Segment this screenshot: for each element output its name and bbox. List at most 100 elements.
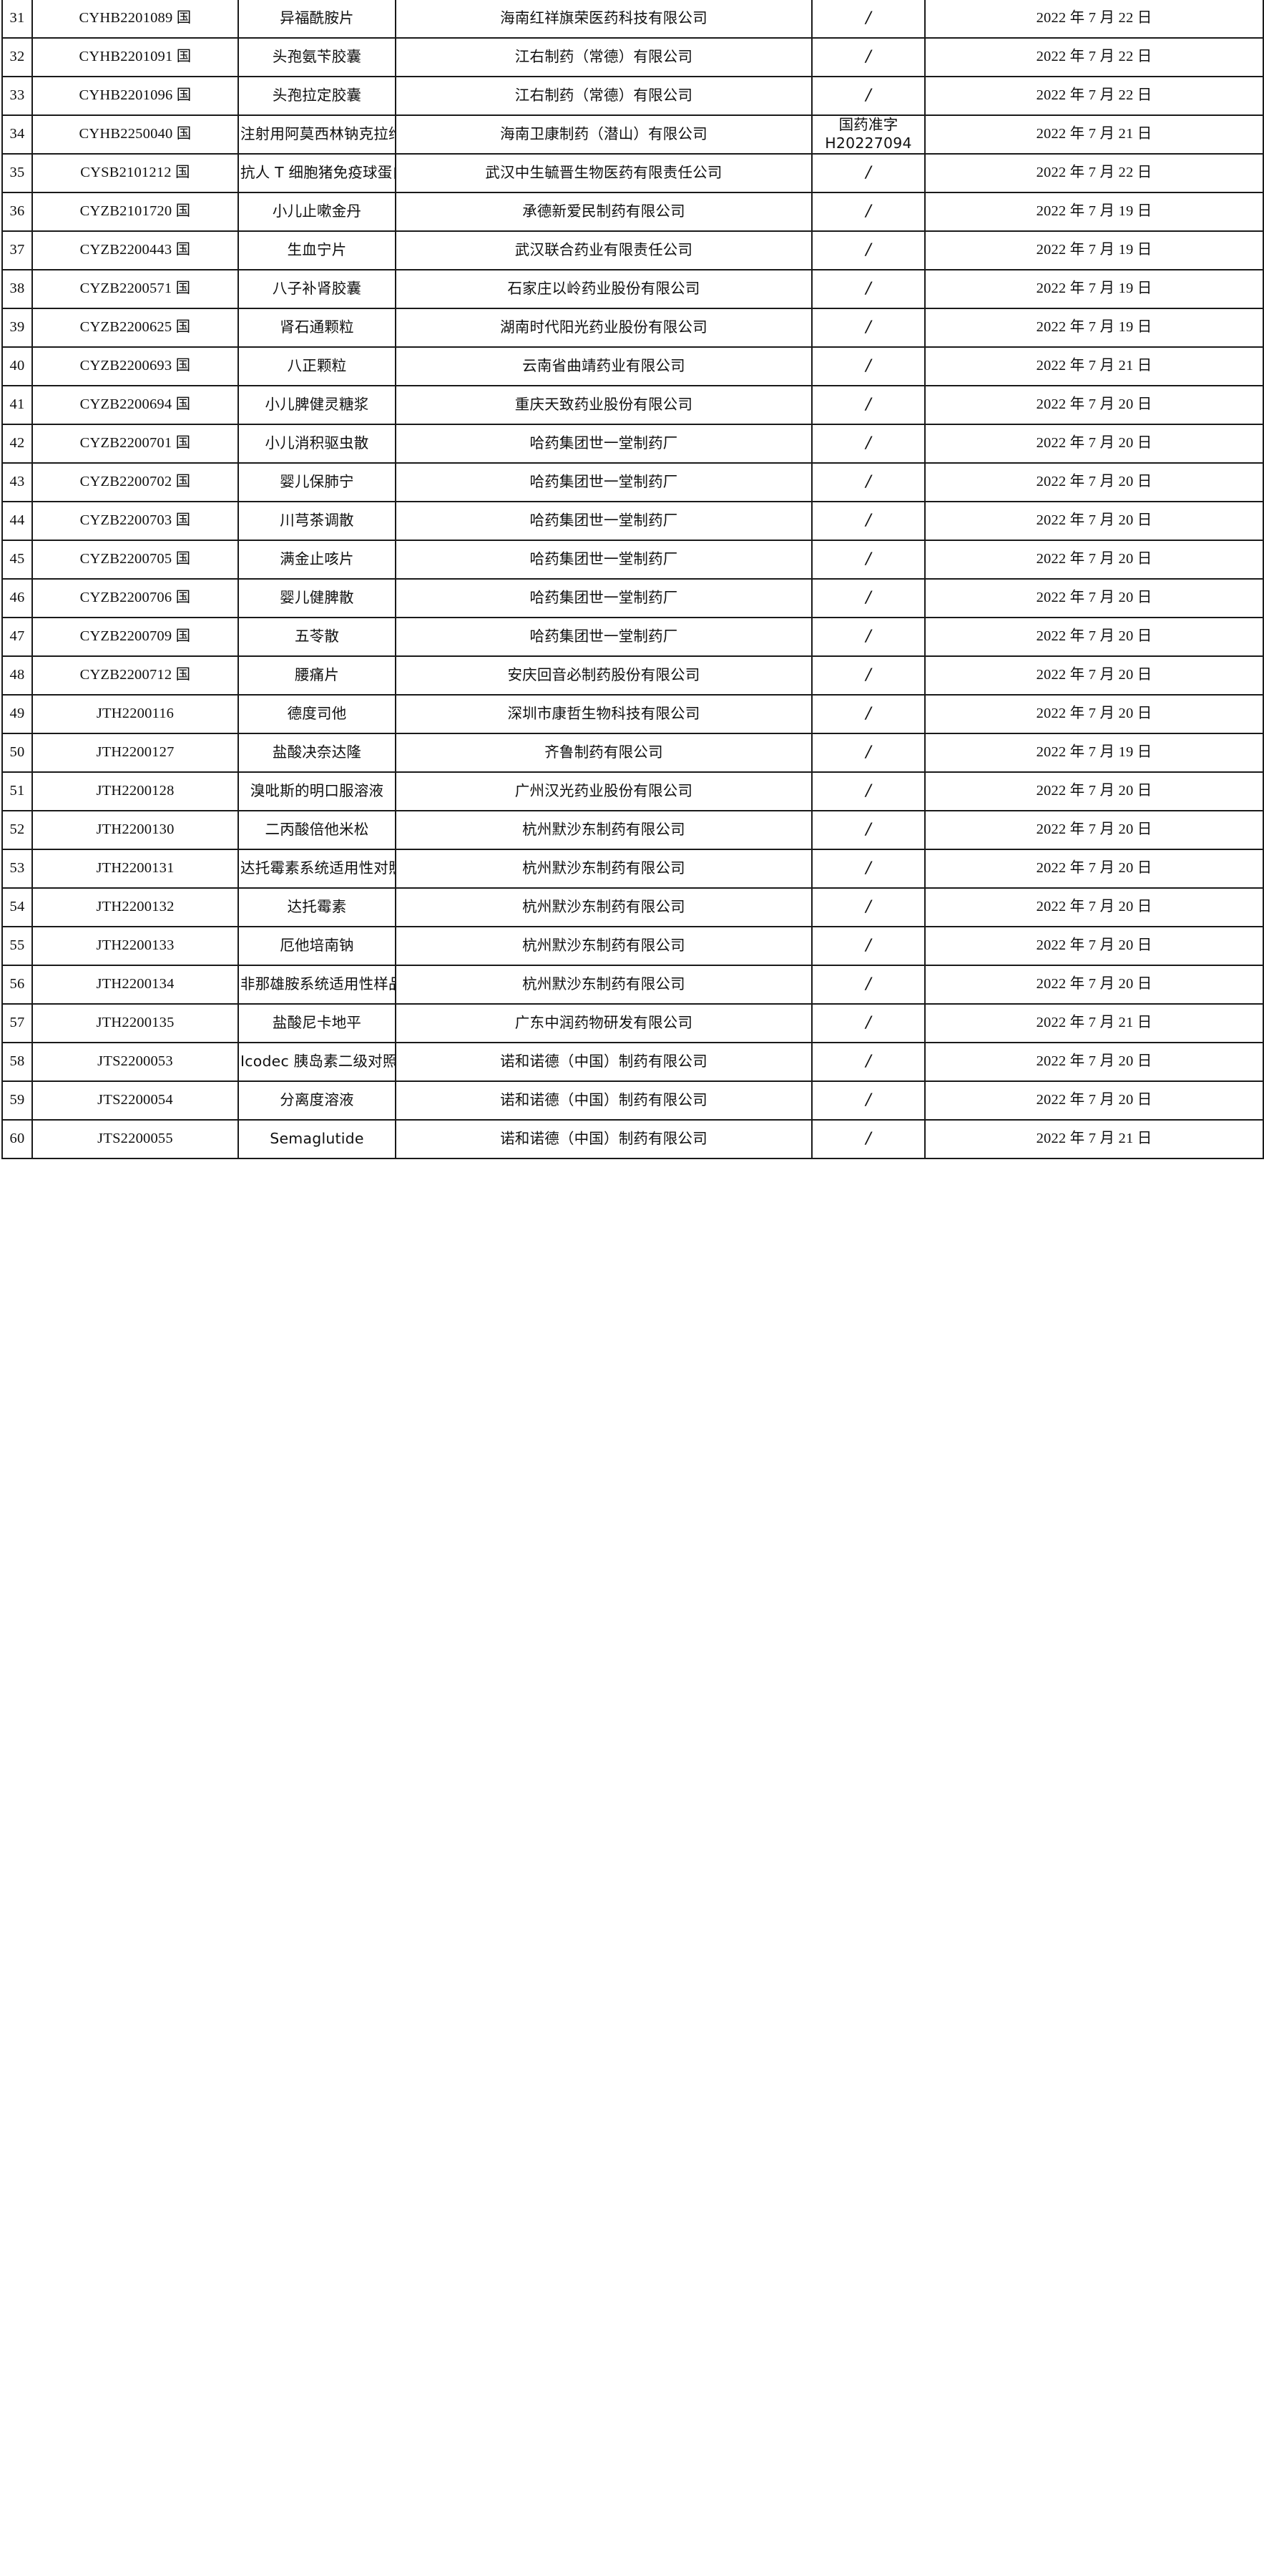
row-index-cell: 55	[1, 926, 33, 966]
approval-number-cell: /	[811, 771, 926, 811]
row-index-cell: 48	[1, 655, 33, 696]
approval-number-cell: /	[811, 1003, 926, 1043]
acceptance-number-cell: JTH2200128	[31, 771, 239, 811]
approval-number-cell: /	[811, 694, 926, 734]
approval-number-cell: 国药准字 H20227094	[811, 114, 926, 155]
completion-date-cell: 2022 年 7 月 20 日	[924, 578, 1264, 618]
drug-name-cell: 婴儿保肺宁	[237, 462, 396, 502]
drug-name-cell: 溴吡斯的明口服溶液	[237, 771, 396, 811]
drug-name-cell: 生血宁片	[237, 230, 396, 270]
company-name-cell: 武汉中生毓晋生物医药有限责任公司	[395, 153, 813, 193]
completion-date-cell: 2022 年 7 月 20 日	[924, 887, 1264, 927]
empty-value-slash: /	[866, 1091, 871, 1110]
row-index-cell: 38	[1, 269, 33, 309]
completion-date-cell: 2022 年 7 月 20 日	[924, 540, 1264, 580]
drug-name-cell: 达托霉素	[237, 887, 396, 927]
drug-name-cell: 小儿止嗽金丹	[237, 192, 396, 232]
acceptance-number-cell: CYHB2201089 国	[31, 0, 239, 39]
completion-date-cell: 2022 年 7 月 22 日	[924, 37, 1264, 77]
acceptance-number-cell: JTS2200054	[31, 1080, 239, 1121]
acceptance-number-cell: CYZB2200571 国	[31, 269, 239, 309]
table-row: 50 JTH2200127 盐酸决奈达隆 齐鲁制药有限公司 / 2022 年 7 月 19…	[1, 733, 1264, 773]
table-row: 49 JTH2200116 德度司他 深圳市康哲生物科技有限公司 / 2022 年 7 月…	[1, 694, 1264, 734]
completion-date-cell: 2022 年 7 月 22 日	[924, 76, 1264, 116]
approval-number-cell: /	[811, 540, 926, 580]
completion-date-cell: 2022 年 7 月 19 日	[924, 733, 1264, 773]
row-index-cell: 45	[1, 540, 33, 580]
company-name-cell: 杭州默沙东制药有限公司	[395, 887, 813, 927]
drug-name-cell: 异福酰胺片	[237, 0, 396, 39]
acceptance-number-cell: CYZB2200443 国	[31, 230, 239, 270]
row-index-cell: 34	[1, 114, 33, 155]
company-name-cell: 海南卫康制药（潜山）有限公司	[395, 114, 813, 155]
drug-name-cell: 小儿脾健灵糖浆	[237, 385, 396, 425]
completion-date-cell: 2022 年 7 月 20 日	[924, 965, 1264, 1005]
drug-name-cell: 小儿消积驱虫散	[237, 424, 396, 464]
company-name-cell: 诺和诺德（中国）制药有限公司	[395, 1119, 813, 1159]
acceptance-number-cell: JTS2200055	[31, 1119, 239, 1159]
acceptance-number-cell: JTH2200127	[31, 733, 239, 773]
approval-number-cell: /	[811, 230, 926, 270]
company-name-cell: 重庆天致药业股份有限公司	[395, 385, 813, 425]
empty-value-slash: /	[866, 203, 871, 221]
acceptance-number-cell: CYSB2101212 国	[31, 153, 239, 193]
acceptance-number-cell: CYZB2200702 国	[31, 462, 239, 502]
completion-date-cell: 2022 年 7 月 22 日	[924, 0, 1264, 39]
acceptance-number-cell: CYZB2200701 国	[31, 424, 239, 464]
acceptance-number-cell: CYHB2201096 国	[31, 76, 239, 116]
approval-number-line: 国药准字	[838, 116, 898, 134]
empty-value-slash: /	[866, 396, 871, 414]
row-index-cell: 54	[1, 887, 33, 927]
table-row: 32 CYHB2201091 国头孢氨苄胶囊 江右制药（常德）有限公司 / 2022 年…	[1, 37, 1264, 77]
approval-number-cell: /	[811, 0, 926, 39]
empty-value-slash: /	[866, 87, 871, 105]
table-row: 44 CYZB2200703 国川芎茶调散 哈药集团世一堂制药厂 / 2022 年 7 …	[1, 501, 1264, 541]
completion-date-cell: 2022 年 7 月 20 日	[924, 1042, 1264, 1082]
empty-value-slash: /	[866, 357, 871, 376]
approval-number-cell: /	[811, 153, 926, 193]
table-row: 41 CYZB2200694 国小儿脾健灵糖浆 重庆天致药业股份有限公司 / 2022 …	[1, 385, 1264, 425]
approval-number-cell: /	[811, 385, 926, 425]
acceptance-number-cell: JTS2200053	[31, 1042, 239, 1082]
acceptance-number-cell: JTH2200134	[31, 965, 239, 1005]
table-row: 46 CYZB2200706 国婴儿健脾散 哈药集团世一堂制药厂 / 2022 年 7 …	[1, 578, 1264, 618]
company-name-cell: 石家庄以岭药业股份有限公司	[395, 269, 813, 309]
completion-date-cell: 2022 年 7 月 19 日	[924, 269, 1264, 309]
completion-date-cell: 2022 年 7 月 20 日	[924, 1080, 1264, 1121]
empty-value-slash: /	[866, 164, 871, 182]
empty-value-slash: /	[866, 318, 871, 337]
completion-date-cell: 2022 年 7 月 21 日	[924, 1003, 1264, 1043]
empty-value-slash: /	[866, 821, 871, 839]
completion-date-cell: 2022 年 7 月 20 日	[924, 655, 1264, 696]
completion-date-cell: 2022 年 7 月 20 日	[924, 501, 1264, 541]
company-name-cell: 深圳市康哲生物科技有限公司	[395, 694, 813, 734]
table-row: 60 JTS2200055 Semaglutide 诺和诺德（中国）制药有限公司 / 20…	[1, 1119, 1264, 1159]
empty-value-slash: /	[866, 434, 871, 453]
acceptance-number-cell: CYZB2200694 国	[31, 385, 239, 425]
drug-name-cell: 盐酸决奈达隆	[237, 733, 396, 773]
company-name-cell: 湖南时代阳光药业股份有限公司	[395, 308, 813, 348]
table-row: 33 CYHB2201096 国头孢拉定胶囊 江右制药（常德）有限公司 / 2022 年…	[1, 76, 1264, 116]
row-index-cell: 32	[1, 37, 33, 77]
table-row: 59 JTS2200054 分离度溶液 诺和诺德（中国）制药有限公司 / 2022 年 7…	[1, 1080, 1264, 1121]
acceptance-number-cell: JTH2200130	[31, 810, 239, 850]
drug-name-cell: 婴儿健脾散	[237, 578, 396, 618]
company-name-cell: 广州汉光药业股份有限公司	[395, 771, 813, 811]
acceptance-number-cell: JTH2200133	[31, 926, 239, 966]
empty-value-slash: /	[866, 975, 871, 994]
company-name-cell: 武汉联合药业有限责任公司	[395, 230, 813, 270]
drug-name-cell: 注射用阿莫西林钠克拉维酸钾	[237, 114, 396, 155]
table-row: 45 CYZB2200705 国满金止咳片 哈药集团世一堂制药厂 / 2022 年 7 …	[1, 540, 1264, 580]
empty-value-slash: /	[866, 550, 871, 569]
table-row: 58 JTS2200053 Icodec 胰岛素二级对照品 诺和诺德（中国）制药有限公…	[1, 1042, 1264, 1082]
approval-number-cell: /	[811, 1042, 926, 1082]
drug-name-cell: 抗人 T 细胞猪免疫球蛋白	[237, 153, 396, 193]
table-row: 38 CYZB2200571 国八子补肾胶囊 石家庄以岭药业股份有限公司 / 2022 …	[1, 269, 1264, 309]
completion-date-cell: 2022 年 7 月 20 日	[924, 810, 1264, 850]
empty-value-slash: /	[866, 48, 871, 67]
drug-name-cell: Semaglutide	[237, 1119, 396, 1159]
approval-number-cell: /	[811, 346, 926, 386]
table-row: 53JTH2200131达托霉素系统适用性对照品杭州默沙东制药有限公司 / 2022…	[1, 849, 1264, 889]
company-name-cell: 江右制药（常德）有限公司	[395, 76, 813, 116]
row-index-cell: 49	[1, 694, 33, 734]
